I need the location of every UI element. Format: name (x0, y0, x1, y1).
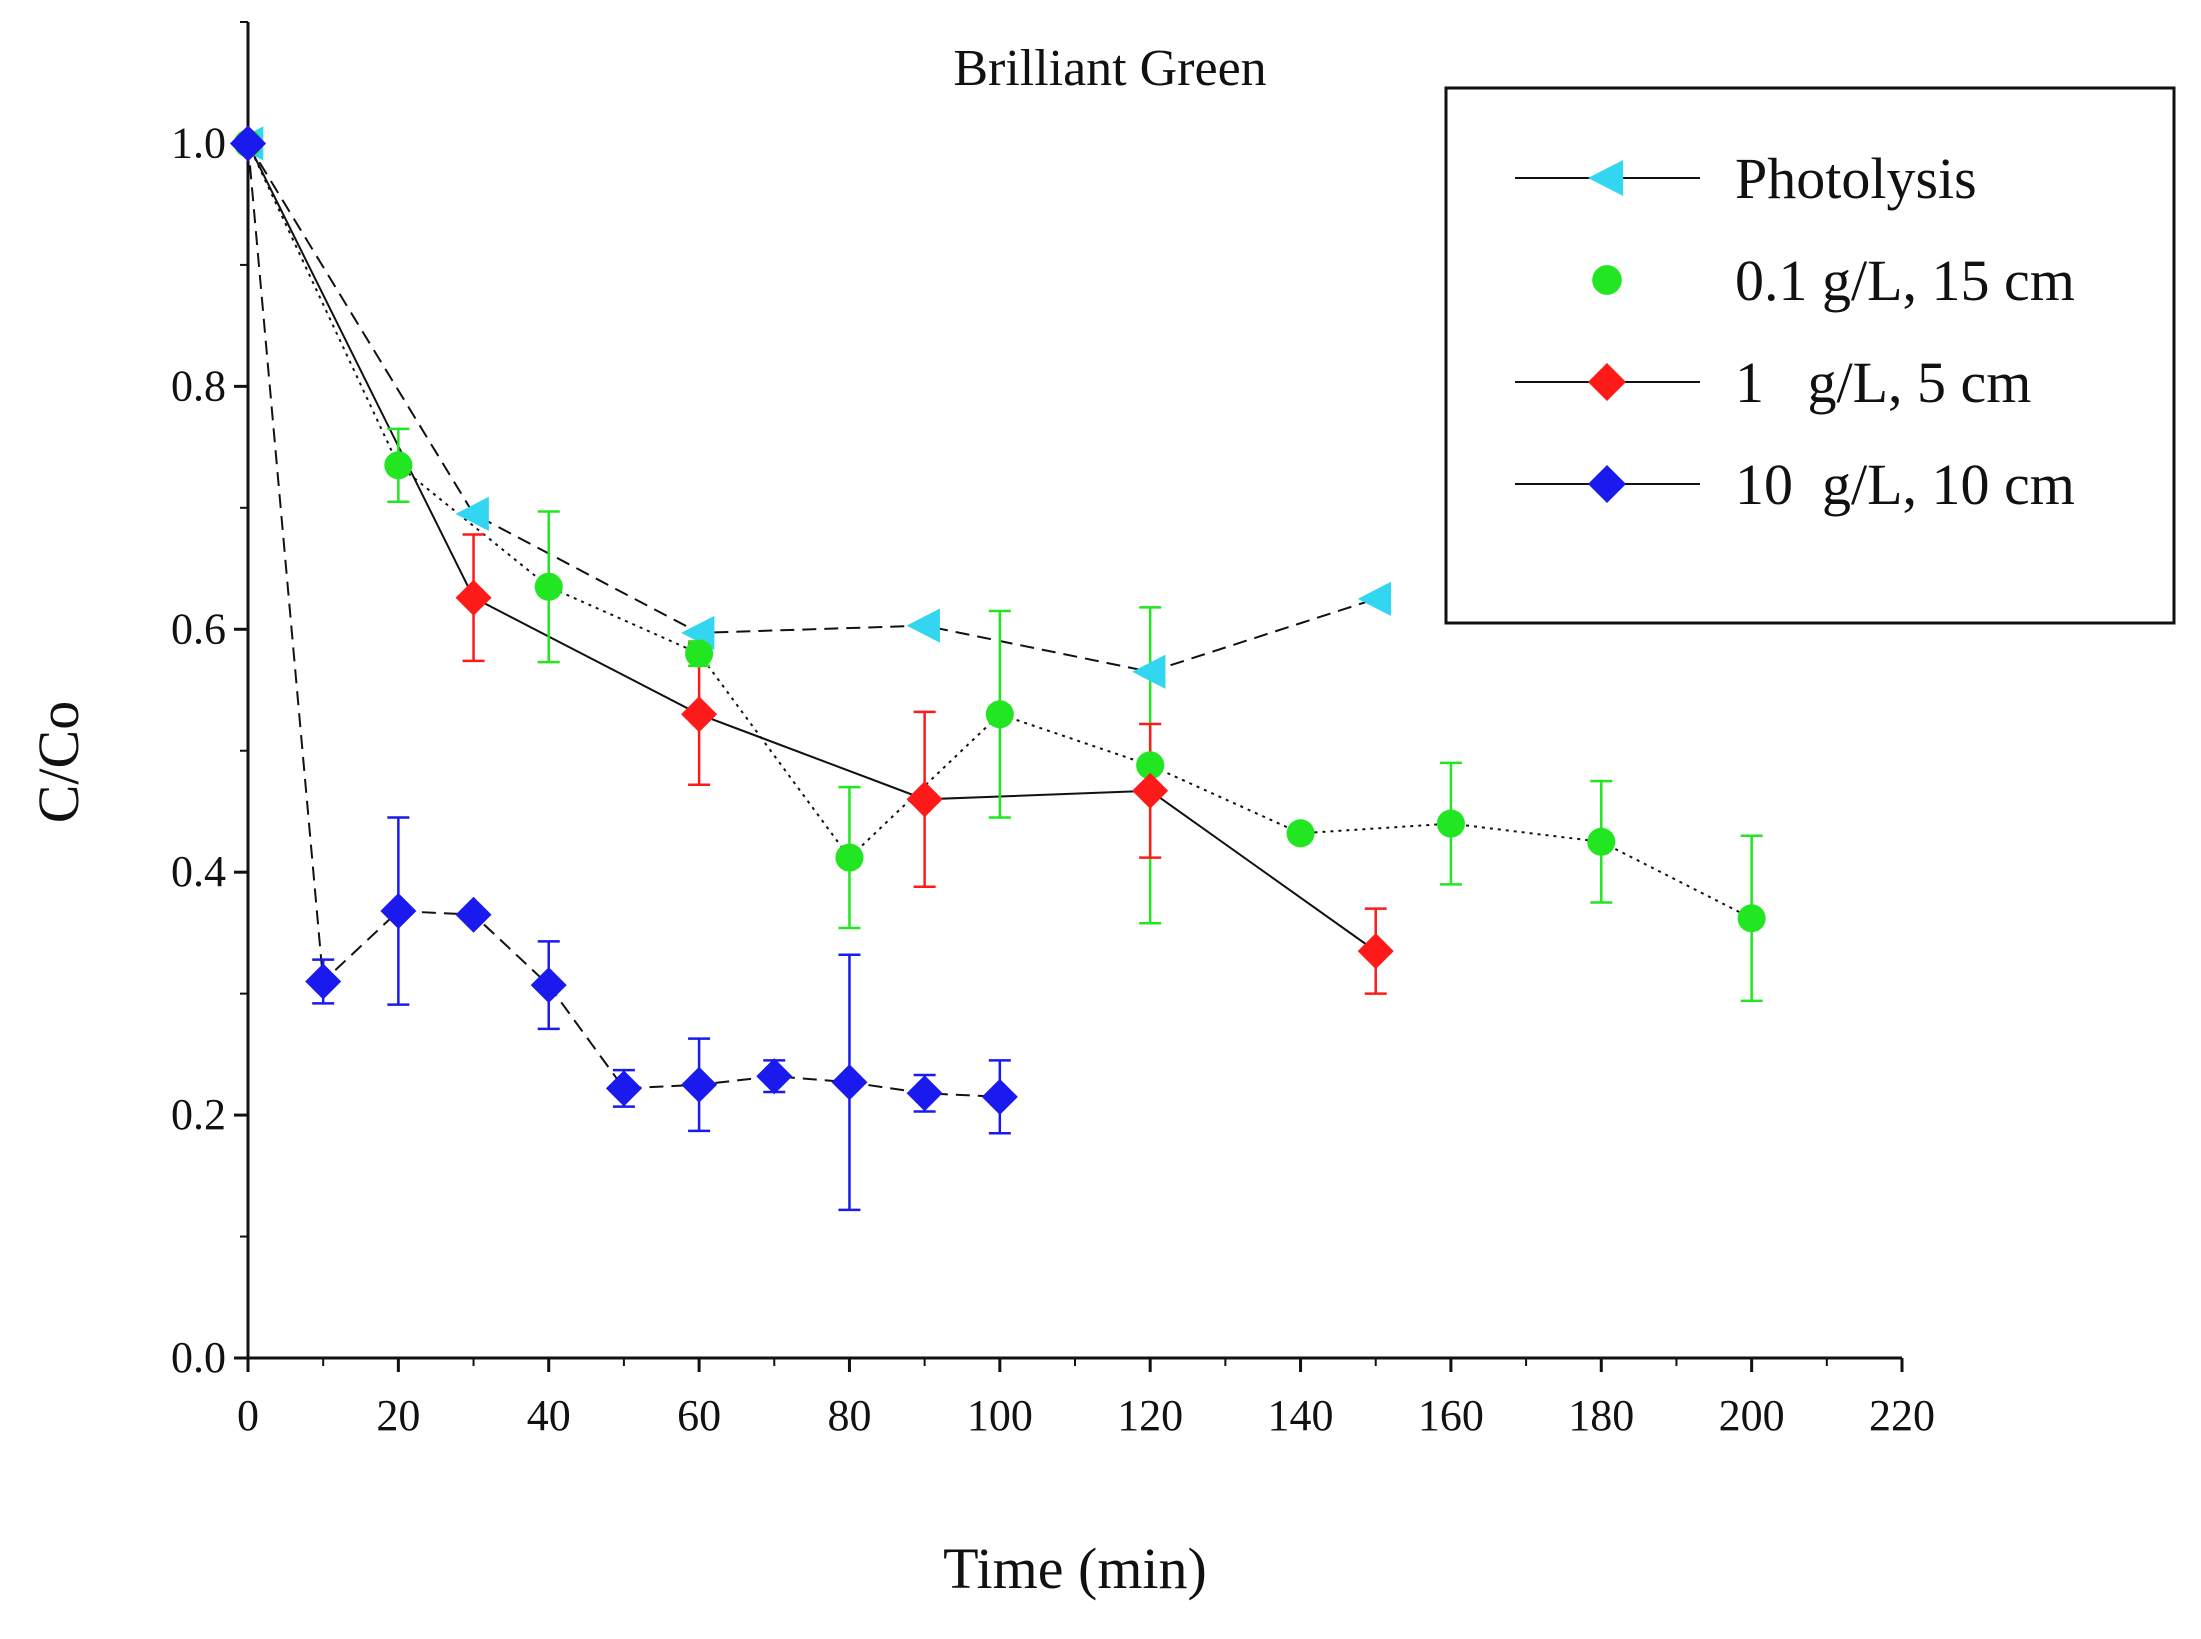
legend-label: 10 g/L, 10 cm (1735, 452, 2075, 517)
data-point (906, 1075, 943, 1112)
data-point (685, 639, 714, 668)
data-point (835, 843, 864, 872)
y-tick-label: 0.4 (171, 847, 226, 896)
y-tick-label: 0.0 (171, 1333, 226, 1382)
data-point (384, 451, 413, 480)
data-point (906, 781, 943, 818)
data-point (681, 1066, 718, 1103)
x-tick-label: 200 (1719, 1391, 1785, 1440)
x-tick-label: 180 (1568, 1391, 1634, 1440)
data-point (906, 608, 940, 643)
legend-label: 1 g/L, 5 cm (1735, 350, 2031, 415)
x-axis-title: Time (min) (943, 1536, 1207, 1601)
legend-label: 0.1 g/L, 15 cm (1735, 248, 2075, 313)
data-point (455, 896, 492, 933)
data-point (1587, 827, 1616, 856)
data-point (756, 1058, 793, 1095)
series-lines (247, 142, 1753, 1098)
data-point (1436, 809, 1465, 838)
series-line (247, 143, 1000, 1098)
data-point (1737, 904, 1766, 933)
legend-marker (1588, 363, 1626, 401)
x-tick-label: 60 (677, 1391, 721, 1440)
y-tick-label: 0.8 (171, 361, 226, 410)
data-point (1136, 751, 1165, 780)
y-tick-label: 1.0 (171, 118, 226, 167)
chart-title: Brilliant Green (953, 40, 1266, 97)
axis-ticks: 0 20 40 60 80 100 120 140 160 180 200 220 0.0 0.2 0.4 0… (171, 21, 1935, 1440)
data-point (455, 496, 489, 531)
data-point (455, 579, 492, 616)
data-point (1286, 819, 1315, 848)
x-tick-label: 80 (827, 1391, 871, 1440)
legend-label: Photolysis (1735, 146, 1977, 211)
y-tick-label: 0.6 (171, 604, 226, 653)
x-tick-label: 100 (967, 1391, 1033, 1440)
legend-marker (1588, 465, 1626, 503)
x-tick-label: 140 (1268, 1391, 1334, 1440)
data-markers (230, 125, 1766, 1115)
y-tick-label: 0.2 (171, 1090, 226, 1139)
data-point (605, 1070, 642, 1107)
data-point (534, 572, 563, 601)
legend-marker (1588, 159, 1624, 197)
data-point (831, 1064, 868, 1101)
x-tick-label: 120 (1117, 1391, 1183, 1440)
y-axis-title: C/Co (26, 701, 91, 824)
legend: Photolysis 0.1 g/L, 15 cm 1 g/L, 5 cm 10 g/… (1444, 86, 2176, 625)
x-tick-label: 20 (376, 1391, 420, 1440)
data-point (681, 696, 718, 733)
data-point (530, 967, 567, 1004)
x-tick-label: 160 (1418, 1391, 1484, 1440)
data-point (1357, 933, 1394, 970)
data-point (985, 700, 1014, 729)
data-point (1357, 581, 1392, 617)
data-point (230, 125, 266, 162)
data-point (380, 893, 417, 930)
data-point (305, 963, 342, 1000)
data-point (981, 1078, 1018, 1115)
legend-marker (1592, 265, 1622, 295)
x-tick-label: 0 (237, 1391, 259, 1440)
data-point (1132, 772, 1169, 809)
x-tick-label: 220 (1869, 1391, 1935, 1440)
data-point (1132, 654, 1166, 689)
x-tick-label: 40 (527, 1391, 571, 1440)
series-line (247, 143, 1377, 952)
series-line (247, 142, 1377, 673)
